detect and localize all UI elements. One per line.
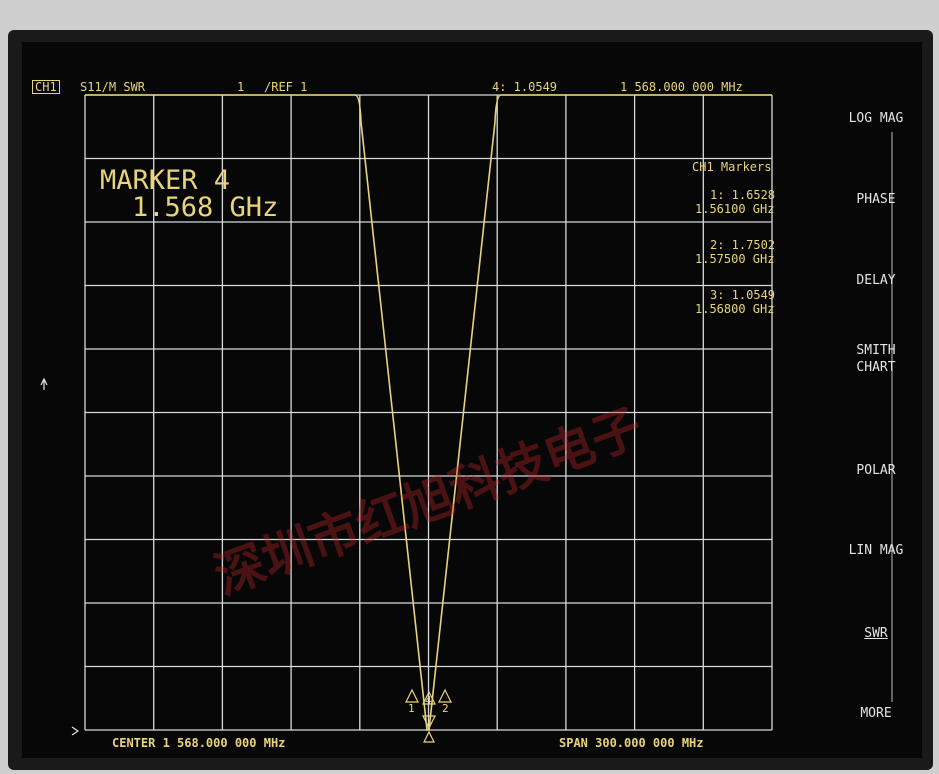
softkey[interactable]: SMITH CHART xyxy=(843,342,909,376)
softkey[interactable]: LOG MAG xyxy=(843,110,909,127)
marker-list-title: CH1 Markers xyxy=(692,160,771,174)
marker-value: 2: 1.7502 xyxy=(710,238,775,252)
marker-value: 3: 1.0549 xyxy=(710,288,775,302)
marker-title: MARKER 4 xyxy=(100,167,230,194)
softkey[interactable]: SWR xyxy=(843,625,909,642)
page: 深圳市红旭科技电子 CH1 S11/M SWR 1 /REF 1 4: 1.05… xyxy=(0,0,939,774)
channel-label: CH1 xyxy=(32,80,60,94)
trace-marker-label: 2 xyxy=(442,702,449,715)
softkey[interactable]: MORE xyxy=(843,705,909,722)
center-frequency: CENTER 1 568.000 000 MHz xyxy=(112,736,285,750)
display xyxy=(22,42,922,758)
trace-marker-label: 1 xyxy=(408,702,415,715)
measurement: S11/M SWR xyxy=(80,80,145,94)
screen: 深圳市红旭科技电子 CH1 S11/M SWR 1 /REF 1 4: 1.05… xyxy=(22,42,922,758)
marker-freq-readout: 1.568 GHz xyxy=(132,194,278,221)
active-marker: 4: 1.0549 xyxy=(492,80,557,94)
marker-frequency: 1 568.000 000 MHz xyxy=(620,80,743,94)
trace-marker-label: 4 xyxy=(425,694,432,707)
softkey[interactable]: POLAR xyxy=(843,462,909,479)
marker-frequency: 1.56100 GHz xyxy=(695,202,774,216)
softkey[interactable]: DELAY xyxy=(843,272,909,289)
reference: /REF 1 xyxy=(264,80,307,94)
marker-frequency: 1.57500 GHz xyxy=(695,252,774,266)
softkey[interactable]: PHASE xyxy=(843,191,909,208)
softkey[interactable]: LIN MAG xyxy=(843,542,909,559)
marker-frequency: 1.56800 GHz xyxy=(695,302,774,316)
marker-value: 1: 1.6528 xyxy=(710,188,775,202)
span: SPAN 300.000 000 MHz xyxy=(559,736,704,750)
scale: 1 xyxy=(237,80,244,94)
